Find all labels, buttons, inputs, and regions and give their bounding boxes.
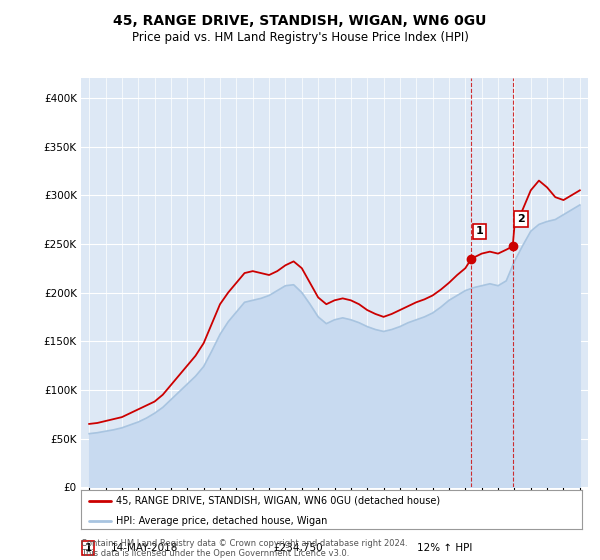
Text: 2: 2 (517, 214, 525, 224)
Text: 12% ↑ HPI: 12% ↑ HPI (417, 543, 472, 553)
Text: 45, RANGE DRIVE, STANDISH, WIGAN, WN6 0GU (detached house): 45, RANGE DRIVE, STANDISH, WIGAN, WN6 0G… (116, 496, 440, 506)
Text: 1: 1 (476, 226, 484, 236)
Text: Price paid vs. HM Land Registry's House Price Index (HPI): Price paid vs. HM Land Registry's House … (131, 31, 469, 44)
Text: 45, RANGE DRIVE, STANDISH, WIGAN, WN6 0GU: 45, RANGE DRIVE, STANDISH, WIGAN, WN6 0G… (113, 14, 487, 28)
Text: Contains HM Land Registry data © Crown copyright and database right 2024.
This d: Contains HM Land Registry data © Crown c… (81, 539, 407, 558)
Text: HPI: Average price, detached house, Wigan: HPI: Average price, detached house, Wiga… (116, 516, 328, 526)
Text: 1: 1 (85, 543, 92, 553)
Text: 14-MAY-2018: 14-MAY-2018 (111, 543, 178, 553)
Text: £234,750: £234,750 (273, 543, 323, 553)
